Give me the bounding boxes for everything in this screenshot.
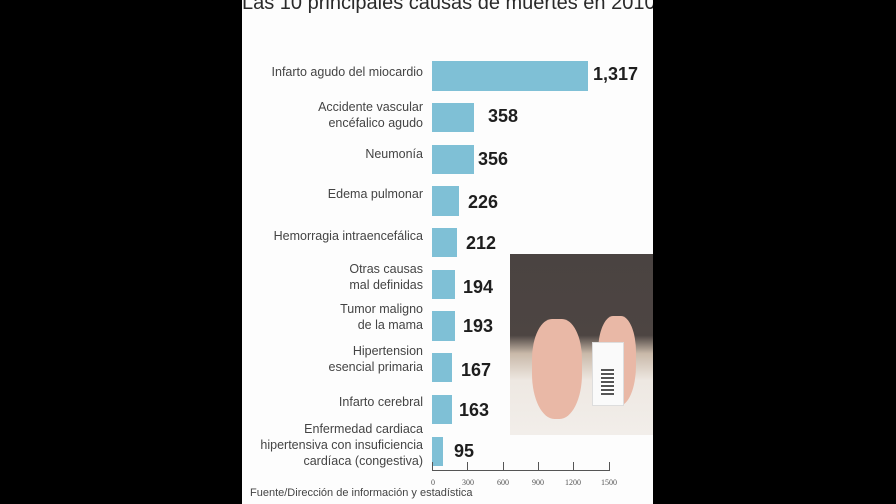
bar [432, 395, 452, 424]
morgue-photo [510, 254, 653, 435]
bar [432, 311, 455, 341]
bar-label: Hemorragia intraencefálica [273, 229, 423, 243]
bar [432, 437, 443, 466]
bar-label: Infarto agudo del miocardio [271, 65, 423, 79]
bar-label: Otras causas mal definidas [349, 262, 423, 292]
tick-label: 0 [431, 478, 435, 487]
bar-value: 212 [466, 233, 497, 253]
bar-value: 167 [461, 360, 492, 380]
bar-value: 163 [459, 400, 490, 420]
tick [538, 462, 539, 471]
bar [432, 61, 588, 91]
bar-label: Neumonía [365, 147, 423, 161]
bar-label: Enfermedad cardiaca hipertensiva con ins… [260, 422, 423, 468]
toe-tag [592, 342, 624, 406]
tick-label: 300 [462, 478, 474, 487]
infographic-panel: Las 10 principales causas de muertes en … [242, 0, 653, 504]
barcode-icon [601, 369, 614, 395]
tick [467, 462, 468, 471]
bar-label: Infarto cerebral [338, 395, 423, 409]
foot-left [532, 319, 582, 419]
tick [503, 462, 504, 471]
bar [432, 145, 474, 174]
chart-title: Las 10 principales causas de muertes en … [242, 0, 653, 14]
tick [573, 462, 574, 471]
bar-label: Accidente vascular encéfalico agudo [318, 100, 423, 130]
bar [432, 353, 452, 382]
tick-label: 600 [497, 478, 509, 487]
tick-label: 900 [532, 478, 544, 487]
bar-label: Hipertension esencial primaria [328, 344, 423, 374]
bar-value: 356 [478, 149, 509, 169]
bar [432, 270, 455, 299]
x-axis [432, 470, 610, 471]
source-note: Fuente/Dirección de información y estadí… [250, 487, 473, 499]
tick [609, 462, 610, 471]
bar-value: 194 [463, 277, 494, 297]
tick-label: 1500 [601, 478, 617, 487]
bar-value: 1,317 [593, 64, 639, 84]
bar-label: Edema pulmonar [327, 187, 423, 201]
bar-label: Tumor maligno de la mama [340, 302, 423, 332]
bar-value: 358 [488, 106, 519, 126]
bar [432, 186, 459, 216]
bar-value: 193 [463, 316, 494, 336]
bar [432, 228, 457, 257]
tick-label: 1200 [565, 478, 581, 487]
bar-value: 226 [468, 192, 499, 212]
bar [432, 103, 474, 132]
tick [432, 462, 433, 471]
bar-value: 95 [454, 441, 475, 461]
